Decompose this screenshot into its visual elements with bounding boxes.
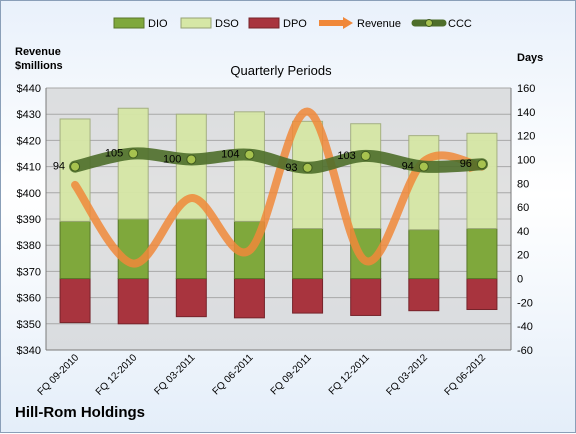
ccc-data-label: 93: [285, 162, 297, 174]
ccc-data-label: 103: [337, 150, 355, 162]
bar-dpo: [292, 278, 324, 314]
legend-swatch-dio: [113, 17, 145, 29]
ccc-point: [360, 150, 371, 161]
right-tick-label: 60: [517, 202, 529, 214]
bar-dio: [175, 218, 207, 280]
ccc-data-label: 94: [402, 161, 414, 173]
bar-dpo: [59, 278, 91, 324]
legend-label: DSO: [215, 18, 239, 30]
bar-dio: [292, 228, 324, 280]
ccc-point: [186, 154, 197, 165]
left-axis-title-line2: $millions: [15, 60, 63, 72]
ccc-point: [128, 148, 139, 159]
left-tick-label: $380: [17, 240, 41, 252]
legend-swatch-dpo: [248, 17, 280, 29]
bar-dio: [117, 218, 149, 280]
right-tick-label: 20: [517, 250, 529, 262]
category-label: FQ 06-2012: [443, 352, 489, 398]
right-tick-label: 0: [517, 274, 523, 286]
left-axis-title: Revenue: [15, 46, 61, 58]
legend-label: Revenue: [357, 18, 401, 30]
right-tick-label: 140: [517, 107, 535, 119]
ccc-point: [418, 161, 429, 172]
bar-dio: [408, 229, 440, 280]
left-tick-label: $410: [17, 162, 41, 174]
category-label: FQ 06-2011: [211, 352, 256, 397]
left-tick-label: $430: [17, 109, 41, 121]
bar-dpo: [350, 278, 382, 316]
category-label: FQ 12-2011: [327, 352, 372, 397]
legend-marker-ccc: [425, 19, 433, 27]
bar-dpo: [408, 278, 440, 312]
bar-dpo: [175, 278, 207, 318]
category-label: FQ 03-2011: [152, 352, 197, 397]
bar-dpo: [233, 278, 265, 319]
ccc-point: [244, 149, 255, 160]
bar-dpo: [117, 278, 149, 325]
left-tick-label: $350: [17, 319, 41, 331]
ccc-data-label: 100: [163, 153, 181, 165]
right-tick-label: 160: [517, 83, 535, 95]
ccc-point: [70, 161, 81, 172]
bar-dio: [466, 228, 498, 280]
bar-dso: [117, 107, 149, 220]
ccc-data-label: 104: [221, 149, 239, 161]
category-label: FQ 09-2011: [269, 352, 314, 397]
category-label: FQ 12-2010: [94, 352, 140, 398]
bar-dso: [292, 120, 324, 230]
left-tick-label: $360: [17, 293, 41, 305]
legend-label: DIO: [148, 18, 168, 30]
category-label: FQ 03-2012: [384, 352, 430, 398]
right-tick-label: 80: [517, 178, 529, 190]
left-tick-label: $390: [17, 214, 41, 226]
ccc-point: [302, 162, 313, 173]
right-tick-label: -40: [517, 321, 533, 333]
bar-dso: [233, 111, 265, 222]
bar-dio: [59, 220, 91, 280]
company-name: Hill-Rom Holdings: [15, 404, 145, 421]
chart-title: Quarterly Periods: [230, 63, 332, 78]
left-tick-label: $400: [17, 188, 41, 200]
ccc-data-label: 105: [105, 148, 123, 160]
right-tick-label: 120: [517, 131, 535, 143]
bar-dso: [350, 123, 382, 230]
ccc-point: [476, 159, 487, 170]
bar-dpo: [466, 278, 498, 311]
left-tick-label: $440: [17, 83, 41, 95]
left-tick-label: $370: [17, 266, 41, 278]
left-tick-label: $340: [17, 345, 41, 357]
legend-label: CCC: [448, 18, 472, 30]
right-axis-title: Days: [517, 52, 543, 64]
right-tick-label: 40: [517, 226, 529, 238]
ccc-data-label: 96: [460, 158, 472, 170]
legend-label: DPO: [283, 18, 307, 30]
ccc-data-label: 94: [53, 161, 65, 173]
right-tick-label: 100: [517, 154, 535, 166]
left-tick-label: $420: [17, 135, 41, 147]
legend-swatch-dso: [180, 17, 212, 29]
bar-dso: [466, 132, 498, 230]
category-label: FQ 09-2010: [36, 352, 82, 398]
legend-arrow-revenue: [343, 17, 353, 29]
right-tick-label: -20: [517, 297, 533, 309]
right-tick-label: -60: [517, 345, 533, 357]
